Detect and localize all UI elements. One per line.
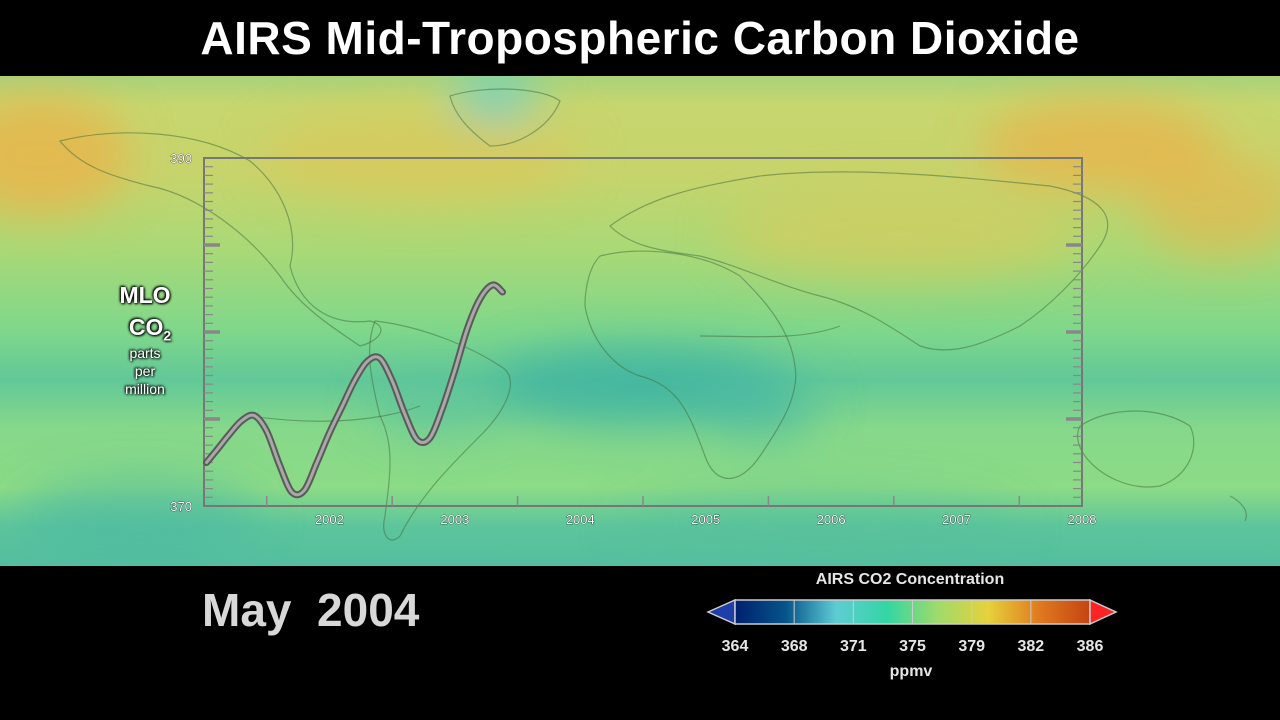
colorbar-tick-label: 371 [840, 638, 867, 655]
y-axis-label-mlo: MLO [119, 282, 171, 308]
colorbar-tick-label: 379 [958, 638, 985, 655]
colorbar-title: AIRS CO2 Concentration [815, 571, 1005, 588]
colorbar-low-arrow [706, 598, 736, 626]
colorbar-tick-label: 382 [1017, 638, 1044, 655]
colorbar-tick-label: 386 [1077, 638, 1104, 655]
colorbar-high-arrow [1089, 598, 1118, 626]
colorbar-unit: ppmv [890, 663, 933, 680]
y-axis-label-co2: CO2 [128, 314, 172, 344]
y-axis-unit-line: per [134, 363, 156, 379]
page-title: AIRS Mid-Tropospheric Carbon Dioxide [200, 12, 1080, 64]
colorbar-tick-label: 368 [781, 638, 808, 655]
date-label: May 2004 [202, 584, 420, 636]
colorbar-tick-label: 364 [722, 638, 749, 655]
y-axis-unit-line: parts [129, 345, 161, 361]
y-axis-unit-line: million [125, 381, 165, 397]
colorbar-tick-label: 375 [899, 638, 926, 655]
colorbar: 364 368 371 375 379 382 386 ppmv [706, 598, 1118, 680]
